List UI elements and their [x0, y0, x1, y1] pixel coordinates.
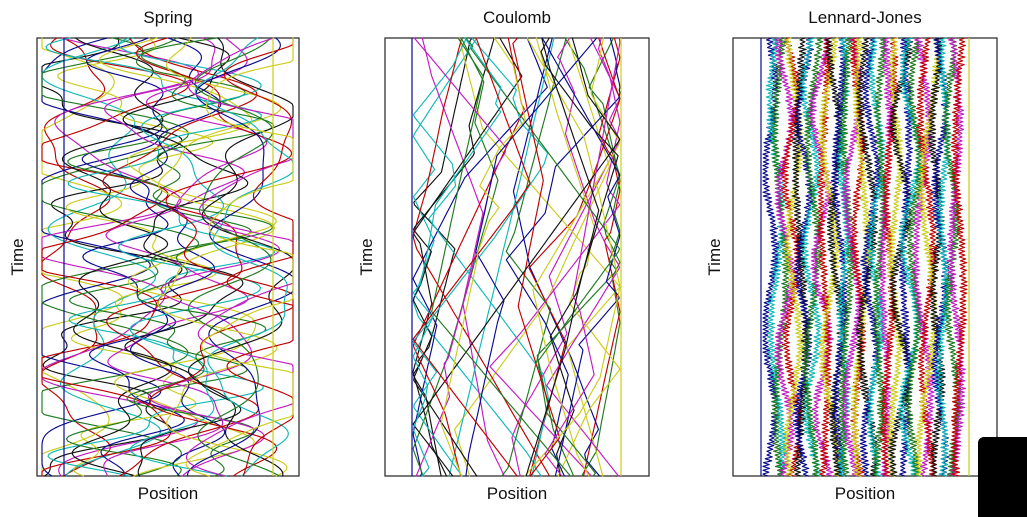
trajectory-line — [129, 37, 226, 477]
trajectory-line — [145, 37, 280, 477]
trajectory-line — [187, 37, 294, 477]
trajectory-line — [41, 37, 200, 477]
trajectory-line — [501, 37, 567, 477]
coulomb-xlabel: Position — [487, 484, 547, 503]
coulomb-ylabel: Time — [357, 238, 376, 275]
trajectory-line — [904, 37, 924, 477]
trajectory-line — [453, 37, 610, 477]
trajectory-line — [544, 37, 621, 477]
trajectory-line — [837, 37, 855, 477]
trajectory-line — [41, 37, 189, 477]
trajectory-line — [412, 37, 548, 477]
trajectory-line — [911, 37, 935, 477]
trajectory-line — [448, 37, 555, 477]
trajectory-line — [185, 37, 294, 477]
lennard-jones-ylabel: Time — [705, 238, 724, 275]
trajectory-line — [770, 37, 791, 477]
trajectory-line — [440, 37, 526, 477]
trajectory-line — [765, 37, 787, 477]
trajectory-line — [412, 37, 531, 477]
trajectory-line — [792, 37, 814, 477]
trajectory-line — [412, 37, 550, 477]
trajectory-line — [412, 37, 473, 477]
trajectory-line — [412, 37, 502, 477]
trajectory-line — [871, 37, 888, 477]
trajectory-line — [817, 37, 842, 477]
trajectory-line — [801, 37, 825, 477]
trajectory-line — [808, 37, 834, 477]
trajectory-line — [57, 37, 217, 477]
trajectory-line — [950, 37, 968, 477]
trajectory-line — [431, 37, 571, 477]
trajectory-line — [525, 37, 600, 477]
trajectory-line — [135, 37, 294, 477]
trajectory-line — [81, 37, 185, 477]
coulomb-plot-area — [411, 37, 622, 477]
trajectory-line — [188, 37, 280, 477]
trajectory-line — [850, 37, 872, 477]
trajectory-line — [41, 37, 161, 477]
lennard-jones-title: Lennard-Jones — [808, 8, 921, 27]
lennard-jones-plot-area — [760, 37, 970, 477]
trajectory-line — [535, 37, 621, 477]
trajectory-line — [774, 37, 796, 477]
trajectory-line — [524, 37, 621, 477]
black-corner-block — [978, 437, 1027, 517]
trajectory-line — [582, 37, 621, 477]
trajectory-line — [421, 37, 505, 477]
trajectory-line — [897, 37, 923, 477]
trajectory-line — [118, 37, 262, 477]
spring-panel: Spring Time Position — [8, 8, 300, 503]
trajectory-line — [465, 37, 621, 477]
trajectory-line — [465, 37, 598, 477]
trajectory-line — [915, 37, 942, 477]
spring-plot-area — [41, 37, 294, 477]
coulomb-title: Coulomb — [483, 8, 551, 27]
trajectory-line — [489, 37, 621, 477]
trajectory-line — [412, 37, 551, 477]
lennard-jones-xlabel: Position — [835, 484, 895, 503]
trajectory-line — [194, 37, 294, 477]
trajectory-line — [564, 37, 621, 477]
trajectory-line — [946, 37, 966, 477]
spring-title: Spring — [143, 8, 192, 27]
trajectory-line — [511, 37, 621, 477]
trajectory-line — [412, 37, 542, 477]
lennard-jones-plot-frame — [732, 37, 998, 477]
coulomb-panel: Coulomb Time Position — [357, 8, 650, 503]
trajectory-line — [412, 37, 523, 477]
trajectory-line — [780, 37, 803, 477]
trajectory-line — [830, 37, 849, 477]
trajectory-line — [61, 37, 173, 477]
trajectory-line — [532, 37, 621, 477]
lennard-jones-panel: Lennard-Jones Time Position — [705, 8, 998, 503]
spring-xlabel: Position — [138, 484, 198, 503]
trajectory-line — [157, 37, 288, 477]
spring-ylabel: Time — [8, 238, 27, 275]
trajectory-line — [126, 37, 275, 477]
trajectory-line — [412, 37, 621, 477]
